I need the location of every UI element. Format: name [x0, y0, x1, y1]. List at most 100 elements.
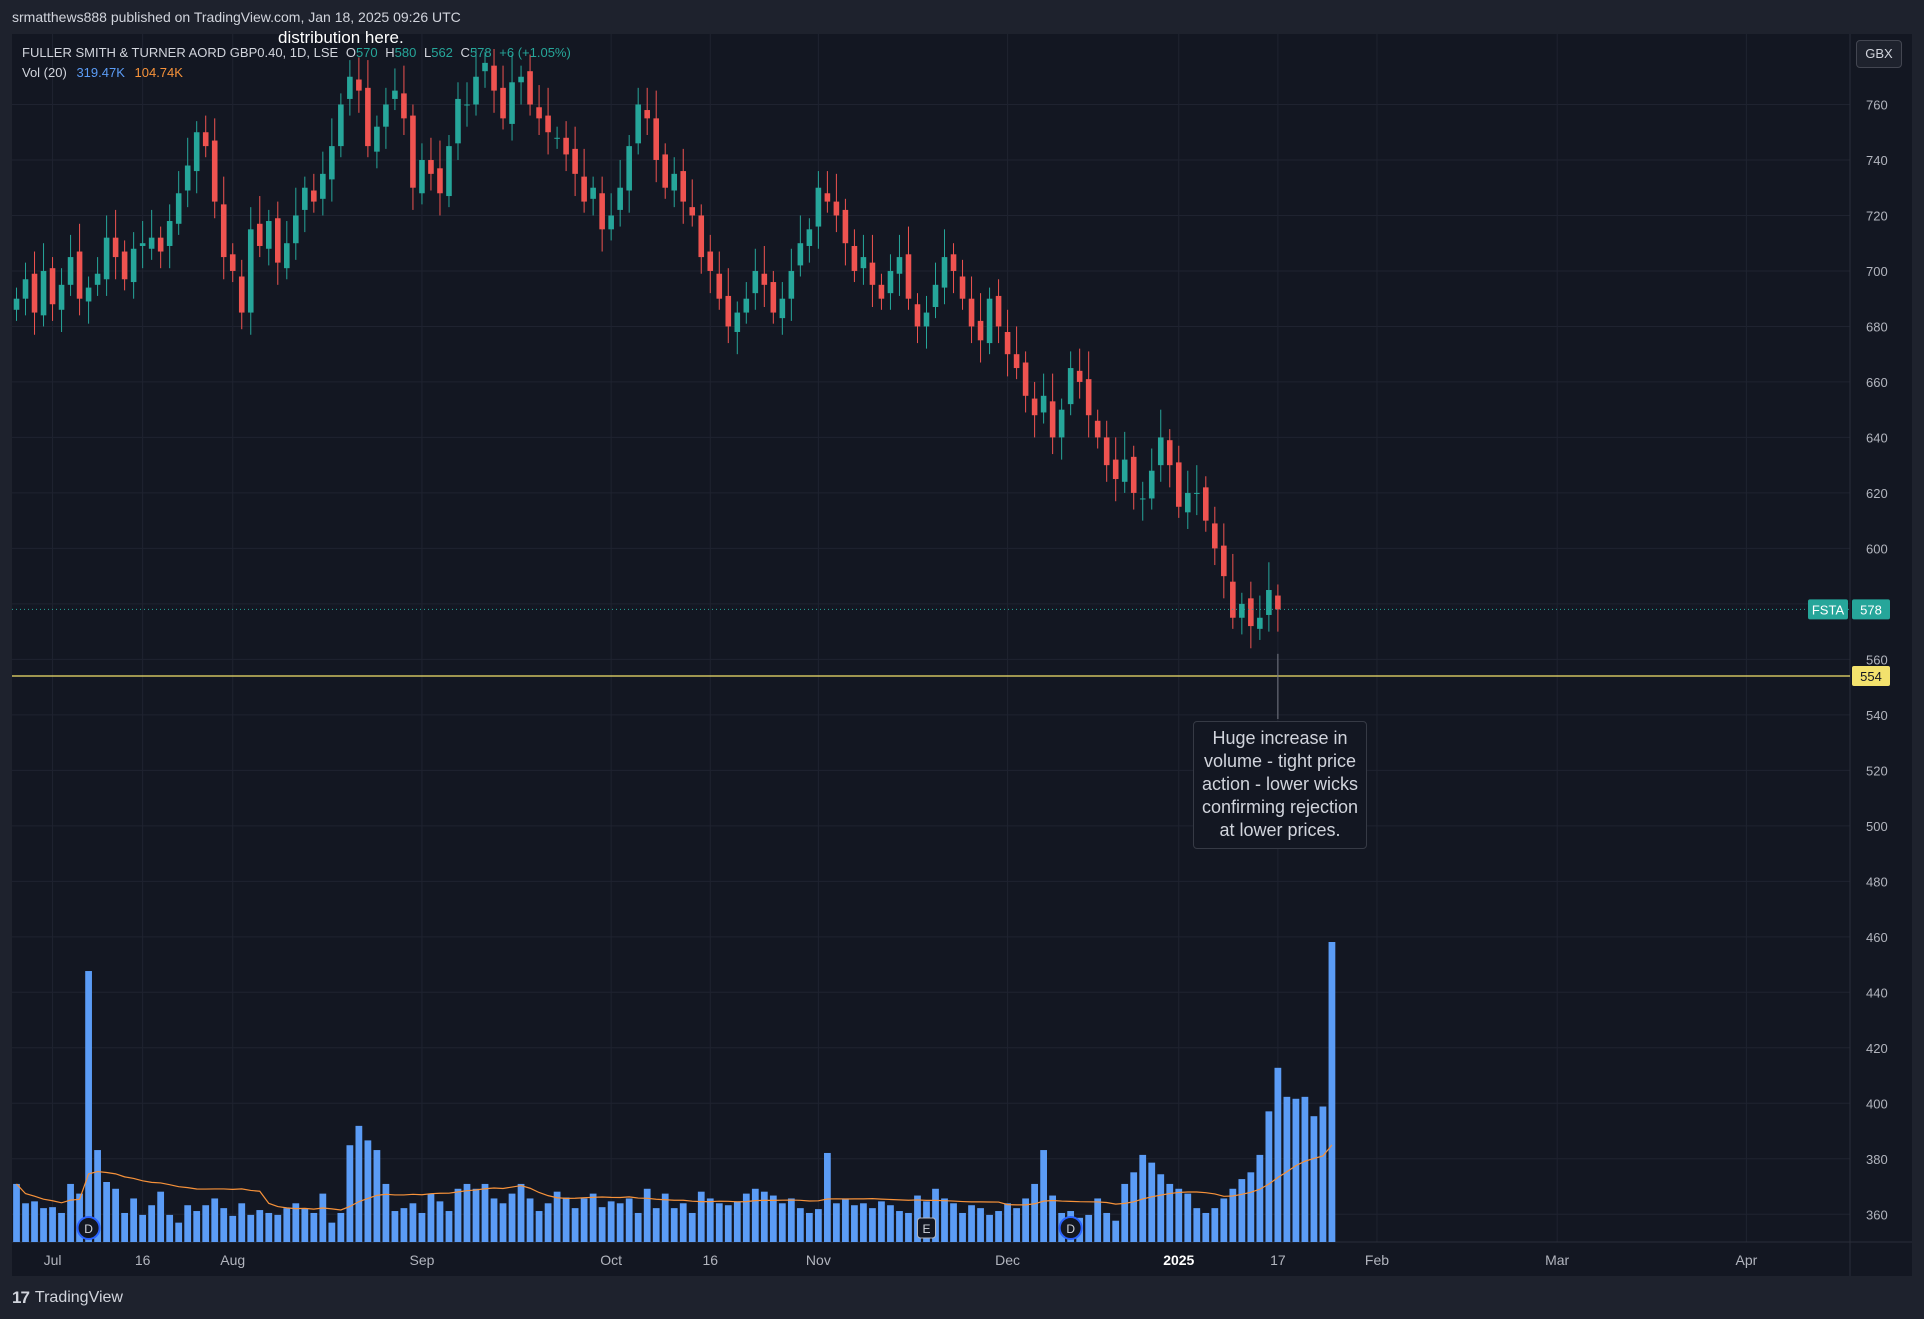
candle-body: [545, 115, 551, 133]
volume-bar: [670, 1208, 678, 1242]
candle-body: [284, 243, 290, 269]
volume-annotation[interactable]: Huge increase in volume - tight price ac…: [1193, 721, 1367, 849]
volume-bar: [1157, 1174, 1165, 1242]
candle-body: [265, 221, 272, 249]
volume-bar: [337, 1212, 345, 1242]
volume-bar: [1040, 1150, 1048, 1242]
chart-area[interactable]: 360 380 400 420 440 460 480 500 520 540 560 580 600 6…: [12, 34, 1912, 1276]
candle-body: [247, 229, 254, 313]
candle-body: [1212, 523, 1218, 549]
dividend-marker[interactable]: [76, 1216, 101, 1240]
volume-bar: [1301, 1096, 1309, 1242]
x-tick-label: Aug: [220, 1252, 245, 1268]
currency-button[interactable]: GBX: [1856, 40, 1902, 68]
candle-body: [608, 215, 614, 230]
volume-bar: [733, 1201, 741, 1242]
candle-body: [175, 193, 182, 224]
volume-bar: [472, 1188, 480, 1242]
candle-body: [437, 168, 443, 194]
candle-body: [464, 104, 470, 106]
candle-body: [1193, 492, 1200, 494]
volume-bar: [301, 1208, 309, 1242]
volume-bar: [76, 1193, 83, 1242]
volume-bar: [787, 1198, 795, 1242]
candle-body: [157, 237, 164, 252]
candle-body: [1166, 440, 1173, 466]
candle-body: [202, 132, 209, 147]
volume-bar: [697, 1191, 705, 1242]
volume-bar: [256, 1210, 264, 1242]
candle-body: [833, 201, 840, 216]
candle-body: [392, 90, 398, 99]
x-tick-label: 16: [135, 1252, 151, 1268]
volume-bar: [67, 1183, 74, 1242]
candle-body: [518, 76, 524, 83]
candle-body: [887, 270, 894, 294]
candle-body: [130, 248, 137, 283]
volume-bar: [1328, 942, 1336, 1242]
volume-bar: [121, 1212, 129, 1242]
y-tick-label: 460: [1866, 930, 1888, 945]
candle-body: [689, 207, 696, 216]
y-tick-label: 480: [1866, 874, 1888, 889]
volume-bar: [851, 1205, 858, 1242]
y-tick-label: 540: [1866, 708, 1888, 723]
footer: 17 TradingView: [0, 1276, 1924, 1319]
dividend-marker[interactable]: [1058, 1216, 1083, 1240]
candle-body: [256, 223, 263, 246]
volume-bar: [130, 1198, 138, 1242]
candle-body: [1230, 581, 1236, 618]
volume-bar: [409, 1203, 417, 1242]
volume-row: Vol (20) 319.47K 104.74K: [22, 63, 571, 83]
volume-bar: [986, 1214, 993, 1242]
volume-bar: [355, 1125, 363, 1242]
volume-bar: [238, 1203, 246, 1242]
volume-bar: [85, 971, 92, 1242]
candle-body: [1031, 398, 1038, 416]
volume-bar: [1022, 1198, 1029, 1242]
candle-body: [320, 173, 326, 199]
volume-bar: [13, 1183, 20, 1242]
candle-body: [941, 257, 948, 288]
volume-bar: [22, 1203, 29, 1242]
volume-bar: [1274, 1067, 1282, 1242]
volume-bar: [436, 1201, 444, 1242]
volume-bar: [1112, 1220, 1120, 1242]
volume-bar: [1247, 1172, 1255, 1242]
volume-bar: [1049, 1195, 1057, 1242]
candle-body: [1266, 590, 1272, 615]
candle-body: [662, 154, 669, 188]
candle-body: [500, 87, 506, 119]
volume-bar: [58, 1212, 65, 1242]
volume-bar: [824, 1152, 831, 1242]
volume-bar: [220, 1208, 228, 1242]
candle-body: [1203, 487, 1209, 521]
candle-body: [905, 254, 912, 299]
candle-body: [599, 193, 605, 230]
candle-body: [581, 176, 587, 202]
drawing-text-distribution[interactable]: distribution here.: [278, 28, 404, 47]
candle-body: [112, 237, 119, 258]
tradingview-logo[interactable]: 17 TradingView: [12, 1288, 123, 1308]
volume-bar: [1031, 1183, 1038, 1242]
candle-body: [139, 243, 146, 246]
high-label: H: [385, 45, 395, 60]
y-tick-label: 760: [1866, 97, 1888, 112]
earnings-marker[interactable]: [916, 1217, 936, 1239]
volume-bar: [49, 1207, 56, 1242]
candle-body: [338, 104, 344, 147]
y-tick-label: 720: [1866, 208, 1888, 223]
y-tick-label: 700: [1866, 264, 1888, 279]
volume-bar: [959, 1212, 966, 1242]
candle-body: [716, 273, 723, 299]
candle-body: [1275, 595, 1281, 610]
price-chart[interactable]: 360 380 400 420 440 460 480 500 520 540 560 580 600 6…: [12, 34, 1912, 1276]
open-value: 570: [355, 45, 378, 60]
x-tick-label: 16: [702, 1252, 718, 1268]
y-tick-label: 440: [1866, 985, 1888, 1000]
candle-body: [184, 165, 191, 191]
event-marker-label: D: [1066, 1222, 1075, 1236]
volume-bar: [31, 1201, 38, 1242]
candle-body: [986, 298, 993, 344]
candle-body: [49, 268, 56, 305]
